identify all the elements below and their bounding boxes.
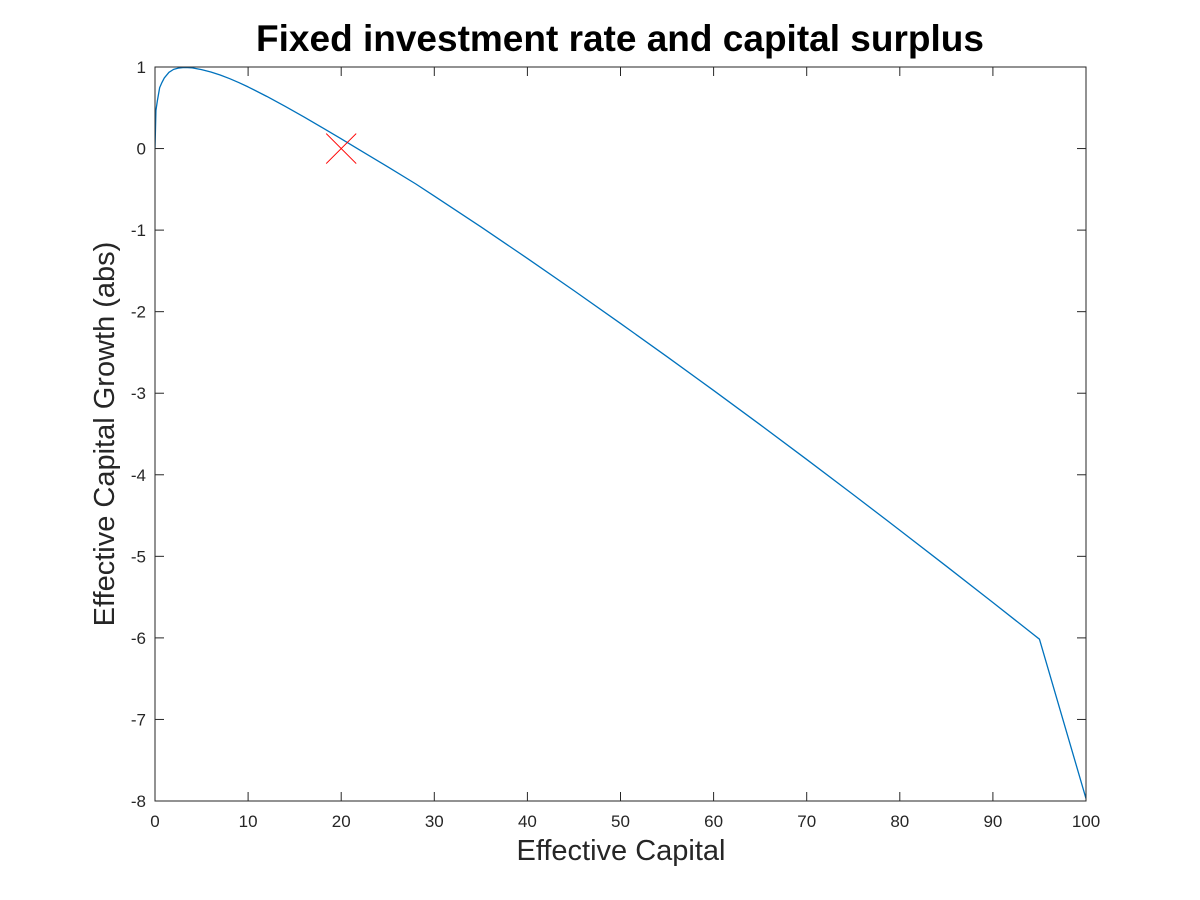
x-tick-label: 80 (890, 812, 909, 831)
x-tick-label: 100 (1072, 812, 1100, 831)
y-tick-label: -3 (131, 384, 146, 403)
y-tick-label: 1 (137, 58, 146, 77)
y-tick-label: -5 (131, 547, 146, 566)
plot-background (155, 67, 1086, 801)
y-tick-label: -4 (131, 466, 146, 485)
x-tick-label: 50 (611, 812, 630, 831)
y-tick-label: -6 (131, 629, 146, 648)
y-tick-label: 0 (137, 140, 146, 159)
plot-area: 0 10 20 30 40 50 60 70 80 90 100 -8 -7 -6 -5 -4 -3 -2 -1 0 1 (131, 58, 1100, 831)
y-tick-label: -8 (131, 792, 146, 811)
x-tick-label: 0 (150, 812, 159, 831)
x-tick-label: 40 (518, 812, 537, 831)
y-tick-label: -2 (131, 303, 146, 322)
data-point-marker (325, 133, 357, 164)
x-axis-label: Effective Capital (516, 835, 725, 867)
y-tick-label: -7 (131, 710, 146, 729)
x-tick-label: 20 (332, 812, 351, 831)
marker-stroke-1 (325, 133, 357, 164)
x-tick-label: 30 (425, 812, 444, 831)
chart-title: Fixed investment rate and capital surplu… (256, 18, 984, 59)
x-tick-label: 60 (704, 812, 723, 831)
x-tick-label: 10 (239, 812, 258, 831)
x-tick-label: 90 (983, 812, 1002, 831)
y-axis-label: Effective Capital Growth (abs) (89, 242, 121, 627)
y-tick-label: -1 (131, 221, 146, 240)
series-line-0 (155, 67, 1086, 799)
x-tick-label: 70 (797, 812, 816, 831)
